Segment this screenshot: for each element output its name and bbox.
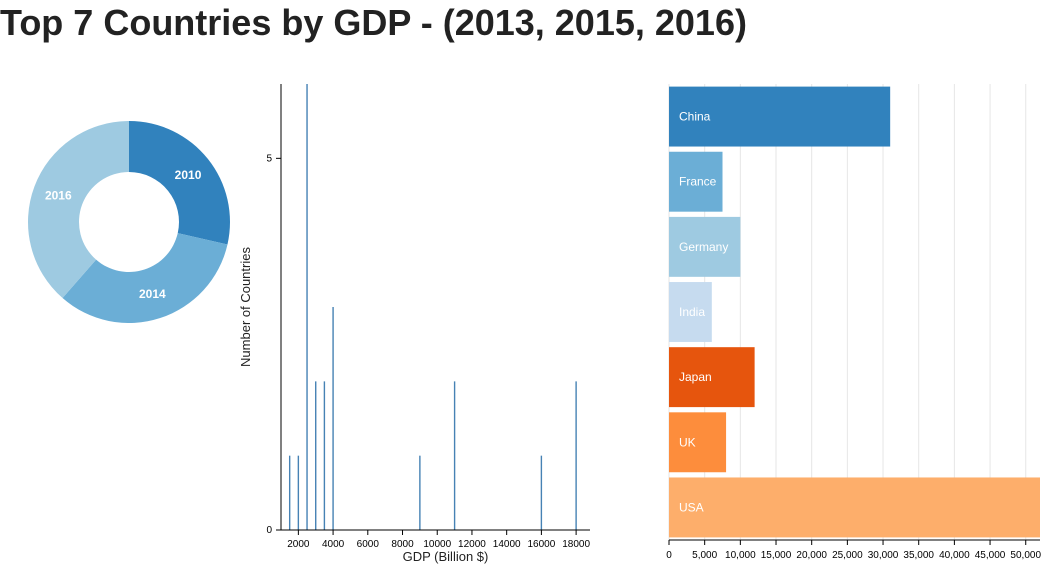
x-tick-label: 10,000 — [725, 550, 756, 561]
x-tick-label: 0 — [666, 550, 672, 561]
donut-slice — [28, 121, 129, 299]
bar-label: France — [679, 175, 717, 189]
bar-label: Japan — [679, 370, 712, 384]
bar-label: UK — [679, 435, 696, 449]
x-tick-label: 5,000 — [692, 550, 717, 561]
x-tick-label: 40,000 — [939, 550, 970, 561]
bar-label: India — [679, 305, 705, 319]
bar — [669, 347, 755, 408]
donut-slice — [129, 121, 230, 245]
x-tick-label: 4000 — [322, 539, 345, 550]
bar-label: USA — [679, 500, 704, 514]
histogram-chart: 0 5 2000 4000 6000 8000 10000 12000 14000 16000 18… — [238, 84, 590, 564]
x-tick-label: 18000 — [562, 539, 590, 550]
x-tick-label: 8000 — [391, 539, 414, 550]
y-tick-label: 5 — [266, 153, 272, 164]
x-tick-label: 6000 — [357, 539, 380, 550]
page-title: Top 7 Countries by GDP - (2013, 2015, 20… — [0, 2, 747, 43]
x-tick-label: 45,000 — [975, 550, 1006, 561]
x-tick-label: 35,000 — [903, 550, 934, 561]
x-tick-label: 16000 — [527, 539, 555, 550]
bar — [669, 216, 741, 277]
y-tick-label: 0 — [266, 525, 272, 536]
donut-slice — [62, 233, 228, 323]
x-tick-label: 2000 — [287, 539, 310, 550]
slice-label: 2014 — [139, 287, 166, 301]
x-tick-label: 50,000 — [1010, 550, 1041, 561]
bar — [669, 86, 891, 147]
x-tick-label: 15,000 — [761, 550, 792, 561]
x-tick-label: 10000 — [423, 539, 451, 550]
bar-label: Germany — [679, 240, 728, 254]
bar — [669, 412, 727, 473]
y-axis-title: Number of Countries — [238, 247, 253, 367]
bar — [669, 282, 712, 342]
bar-label: China — [679, 110, 711, 124]
slice-label: 2016 — [45, 188, 72, 202]
slice-label: 2010 — [175, 168, 202, 182]
x-tick-label: 30,000 — [868, 550, 899, 561]
x-tick-label: 25,000 — [832, 550, 863, 561]
donut-chart: 2010 2014 2016 — [28, 121, 230, 323]
x-tick-label: 20,000 — [796, 550, 827, 561]
x-axis-title: GDP (Billion $) — [403, 549, 489, 564]
bar — [669, 151, 723, 212]
x-tick-label: 14000 — [493, 539, 521, 550]
x-tick-label: 12000 — [458, 539, 486, 550]
bar — [669, 477, 1040, 538]
horizontal-bar-chart: China France Germany India Japan UK USA 0 5,000 1… — [666, 84, 1041, 561]
